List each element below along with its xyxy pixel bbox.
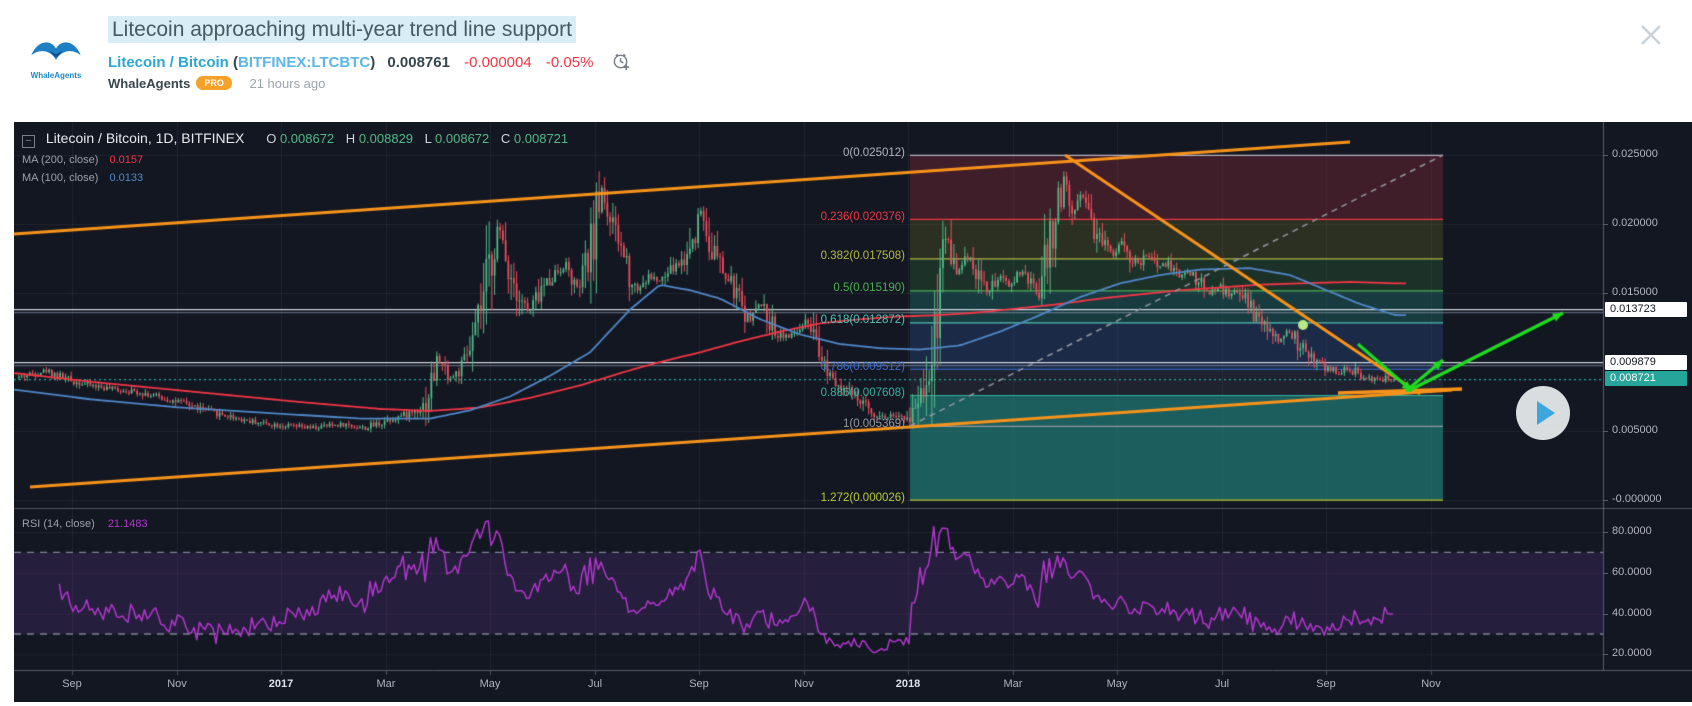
price-axis-label: 0.020000	[1612, 217, 1658, 229]
ma200-legend-row: MA (200, close) 0.0157	[22, 154, 568, 166]
rsi-axis-tick	[1603, 654, 1608, 656]
rsi-axis-label: 40.0000	[1612, 606, 1652, 619]
close-label: C	[500, 131, 511, 146]
time-axis-label: Jul	[587, 678, 603, 690]
price-axis-tick	[1603, 293, 1608, 294]
price-axis-tick	[1603, 224, 1608, 225]
rsi-axis-tick	[1603, 613, 1608, 615]
idea-title: Litecoin approaching multi-year trend li…	[108, 16, 576, 43]
price-axis-tag: 0.008721	[1605, 370, 1687, 386]
time-axis-label: Jul	[1214, 678, 1230, 690]
exchange-symbol-link[interactable]: BITFINEX:LTCBTC	[238, 54, 371, 71]
rsi-axis-tick	[1603, 532, 1608, 533]
low-label: L	[424, 131, 432, 146]
ma200-label: MA (200, close)	[22, 154, 99, 166]
chart-container: − Litecoin / Bitcoin, 1D, BITFINEX O 0.0…	[14, 122, 1692, 702]
fib-level-label: 0(0.025012)	[842, 146, 905, 159]
logo-caption: WhaleAgents	[30, 71, 82, 80]
time-axis-label: Nov	[1421, 678, 1441, 690]
time-axis-label: May	[479, 678, 501, 690]
paren: )	[370, 54, 376, 71]
rsi-axis-label: 60.0000	[1612, 565, 1652, 578]
fib-level-label: 1(0.005369)	[842, 417, 905, 430]
symbol-row: Litecoin / Bitcoin (BITFINEX:LTCBTC) 0.0…	[108, 52, 631, 75]
low-value: 0.008672	[435, 131, 490, 146]
rsi-value: 21.1483	[107, 518, 148, 530]
price-change: -0.000004	[464, 54, 532, 71]
time-axis-label: Sep	[62, 678, 82, 690]
add-alert-icon[interactable]	[612, 52, 631, 75]
last-price: 0.008761	[387, 54, 450, 71]
time-axis-label: Sep	[1316, 678, 1336, 690]
time-axis-label: May	[1106, 678, 1128, 690]
time-axis-label: Nov	[794, 678, 814, 690]
time-axis-label: 2018	[895, 678, 921, 690]
fib-level-label: 0.382(0.017508)	[820, 250, 905, 263]
high-label: H	[345, 131, 356, 146]
fib-level-label: 0.5(0.015190)	[833, 282, 905, 295]
time-axis-label: Sep	[689, 678, 709, 690]
rsi-axis-label: 20.0000	[1612, 647, 1652, 660]
open-label: O	[266, 131, 277, 146]
price-axis-tick	[1603, 500, 1608, 501]
play-icon	[1537, 401, 1555, 425]
chart-legend: − Litecoin / Bitcoin, 1D, BITFINEX O 0.0…	[22, 130, 568, 184]
price-axis-label: -0.000000	[1612, 493, 1662, 505]
collapse-pane-icon[interactable]: −	[22, 135, 35, 148]
ma100-value: 0.0133	[109, 172, 144, 184]
time-axis-label: Mar	[376, 678, 396, 690]
rsi-axis-label: 80.0000	[1612, 525, 1652, 537]
fib-level-label: 1.272(0.000026)	[820, 491, 905, 504]
high-value: 0.008829	[358, 131, 414, 146]
fib-level-label: 0.786(0.009512)	[820, 360, 905, 373]
ma200-value: 0.0157	[109, 154, 144, 166]
close-icon[interactable]	[1638, 22, 1664, 48]
author-name-link[interactable]: WhaleAgents	[108, 76, 191, 91]
open-value: 0.008672	[279, 131, 335, 146]
rsi-legend-row: RSI (14, close) 21.1483	[22, 518, 148, 530]
symbol-link[interactable]: Litecoin / Bitcoin	[108, 54, 229, 71]
time-axis-label: 2017	[268, 678, 294, 690]
time-axis-label: Mar	[1003, 678, 1023, 690]
play-button[interactable]	[1516, 386, 1570, 440]
idea-header: WhaleAgents Litecoin approaching multi-y…	[0, 0, 1692, 122]
price-axis-label: 0.015000	[1612, 286, 1658, 298]
paren: (	[233, 54, 239, 71]
price-axis-tick	[1603, 155, 1608, 156]
author-row: WhaleAgents PRO 21 hours ago	[108, 76, 325, 91]
whale-logo-icon	[31, 42, 81, 60]
fib-level-label: 0.618(0.012872)	[820, 314, 905, 327]
ma100-legend-row: MA (100, close) 0.0133	[22, 172, 568, 184]
price-axis-tag: 0.013723	[1605, 301, 1687, 317]
rsi-axis-tick	[1603, 572, 1608, 574]
price-axis-tag: 0.009879	[1605, 354, 1687, 370]
price-axis-label: 0.005000	[1612, 424, 1658, 436]
price-axis-label: 0.025000	[1612, 148, 1658, 160]
close-value: 0.008721	[513, 131, 569, 146]
series-title: Litecoin / Bitcoin, 1D, BITFINEX	[45, 130, 245, 146]
ohlc-values: O 0.008672 H 0.008829 L 0.008672 C 0.008…	[258, 131, 568, 146]
pro-badge: PRO	[196, 76, 232, 90]
fib-level-label: 0.886(0.007608)	[820, 387, 905, 399]
ma100-label: MA (100, close)	[22, 172, 99, 184]
fib-level-label: 0.236(0.020376)	[820, 210, 905, 223]
time-axis-label: Nov	[167, 678, 187, 690]
author-avatar[interactable]: WhaleAgents	[26, 36, 86, 80]
price-chart-canvas[interactable]	[14, 122, 1692, 702]
rsi-label: RSI (14, close)	[22, 518, 95, 530]
price-axis-tick	[1603, 431, 1608, 432]
series-legend-row: − Litecoin / Bitcoin, 1D, BITFINEX O 0.0…	[22, 130, 568, 148]
published-time: 21 hours ago	[249, 76, 326, 91]
price-change-percent: -0.05%	[545, 54, 594, 71]
